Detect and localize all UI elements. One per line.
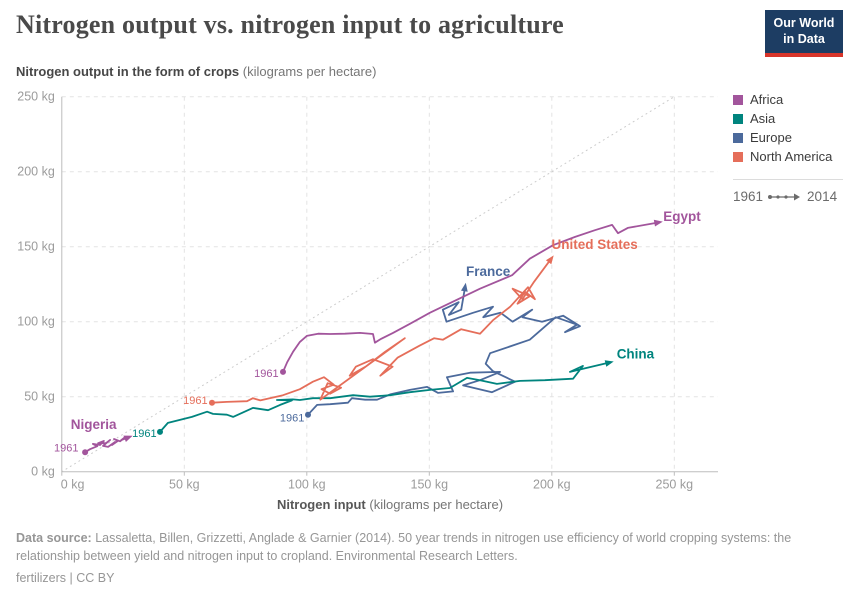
y-axis-title-units: (kilograms per hectare) <box>239 64 377 79</box>
series-end-arrow-china <box>604 360 614 367</box>
tag-link[interactable]: fertilizers <box>16 571 67 585</box>
x-axis-title: Nitrogen input (kilograms per hectare) <box>62 497 718 512</box>
series-year-label-china: 1961 <box>132 428 156 440</box>
series-end-arrow-united-states <box>545 255 554 265</box>
identity-line <box>61 96 675 473</box>
legend-item-africa[interactable]: Africa <box>733 90 848 109</box>
y-axis-title-bold: Nitrogen output in the form of crops <box>16 64 240 79</box>
legend-item-europe[interactable]: Europe <box>733 128 848 147</box>
footer: Data source: Lassaletta, Billen, Grizzet… <box>16 530 838 588</box>
data-source-note: Data source: Lassaletta, Billen, Grizzet… <box>16 530 838 565</box>
series-label-nigeria[interactable]: Nigeria <box>71 417 117 432</box>
x-tick-label-200: 200 kg <box>533 478 571 492</box>
y-axis-title: Nitrogen output in the form of crops (ki… <box>16 64 376 79</box>
series-year-label-united-states: 1961 <box>183 395 207 407</box>
series-label-china[interactable]: China <box>617 346 655 361</box>
y-tick-label-200: 200 kg <box>17 165 55 179</box>
y-tick-label-50: 50 kg <box>24 390 55 404</box>
x-axis-title-bold: Nitrogen input <box>276 497 366 512</box>
legend-range-start: 1961 <box>733 189 764 204</box>
y-tick-label-100: 100 kg <box>17 315 55 329</box>
y-tick-label-150: 150 kg <box>17 240 55 254</box>
series-label-united-states[interactable]: United States <box>552 237 638 252</box>
legend-swatch <box>733 113 743 124</box>
legend-divider <box>733 179 843 180</box>
series-line-egypt[interactable] <box>282 221 658 373</box>
owid-logo[interactable]: Our World in Data <box>765 10 843 57</box>
legend-swatch <box>733 94 743 105</box>
series-line-united-states[interactable] <box>211 259 551 404</box>
series-start-dot-china <box>157 428 163 435</box>
legend-item-north-america[interactable]: North America <box>733 147 848 166</box>
footer-links: fertilizers | CC BY <box>16 570 838 588</box>
data-source-label: Data source: <box>16 531 92 545</box>
series-start-dot-france <box>305 411 311 418</box>
y-tick-label-0: 0 kg <box>31 465 55 479</box>
x-tick-label-250: 250 kg <box>656 478 694 492</box>
series-label-egypt[interactable]: Egypt <box>663 209 701 224</box>
x-axis-title-units: (kilograms per hectare) <box>365 497 504 512</box>
x-tick-label-50: 50 kg <box>169 478 200 492</box>
legend-label: Africa <box>750 92 784 107</box>
owid-logo-line1: Our World <box>773 15 835 30</box>
legend-year-range: 1961 2014 <box>733 189 848 204</box>
page-title: Nitrogen output vs. nitrogen input to ag… <box>16 10 564 39</box>
x-tick-label-0: 0 kg <box>61 478 85 492</box>
legend-range-end: 2014 <box>807 189 838 204</box>
x-tick-label-100: 100 kg <box>288 478 326 492</box>
series-end-arrow-france <box>461 282 468 292</box>
legend-item-asia[interactable]: Asia <box>733 109 848 128</box>
series-end-arrow-nigeria <box>123 435 133 442</box>
scatter-plot: 0 kg 50 kg 100 kg 150 kg 200 kg 250 kg 0 kg 50 … <box>17 90 718 492</box>
legend-label: Europe <box>750 130 792 145</box>
series-end-arrow-egypt <box>653 219 663 227</box>
legend: Africa Asia Europe North America 1961 2014 <box>733 90 848 204</box>
series-year-label-france: 1961 <box>280 412 304 424</box>
legend-swatch <box>733 151 743 162</box>
owid-logo-line2: in Data <box>783 31 825 46</box>
series-label-france[interactable]: France <box>466 264 511 279</box>
legend-label: Asia <box>750 111 776 126</box>
series-start-dot-nigeria <box>82 449 89 456</box>
series-year-label-nigeria: 1961 <box>54 442 78 454</box>
data-source-citation: Lassaletta, Billen, Grizzetti, Anglade &… <box>16 531 792 563</box>
legend-label: North America <box>750 149 833 164</box>
series-start-dot-egypt <box>280 368 286 375</box>
legend-swatch <box>733 132 743 143</box>
y-tick-label-250: 250 kg <box>17 90 55 104</box>
series-start-dot-united-states <box>209 399 215 406</box>
license-link[interactable]: CC BY <box>76 571 115 585</box>
x-tick-label-150: 150 kg <box>411 478 449 492</box>
footer-links-divider: | <box>66 571 77 585</box>
year-range-arrow-icon <box>768 193 801 200</box>
series-line-nigeria[interactable] <box>84 436 128 454</box>
series-year-label-egypt: 1961 <box>254 368 278 380</box>
legend-items: Africa Asia Europe North America <box>733 90 848 166</box>
